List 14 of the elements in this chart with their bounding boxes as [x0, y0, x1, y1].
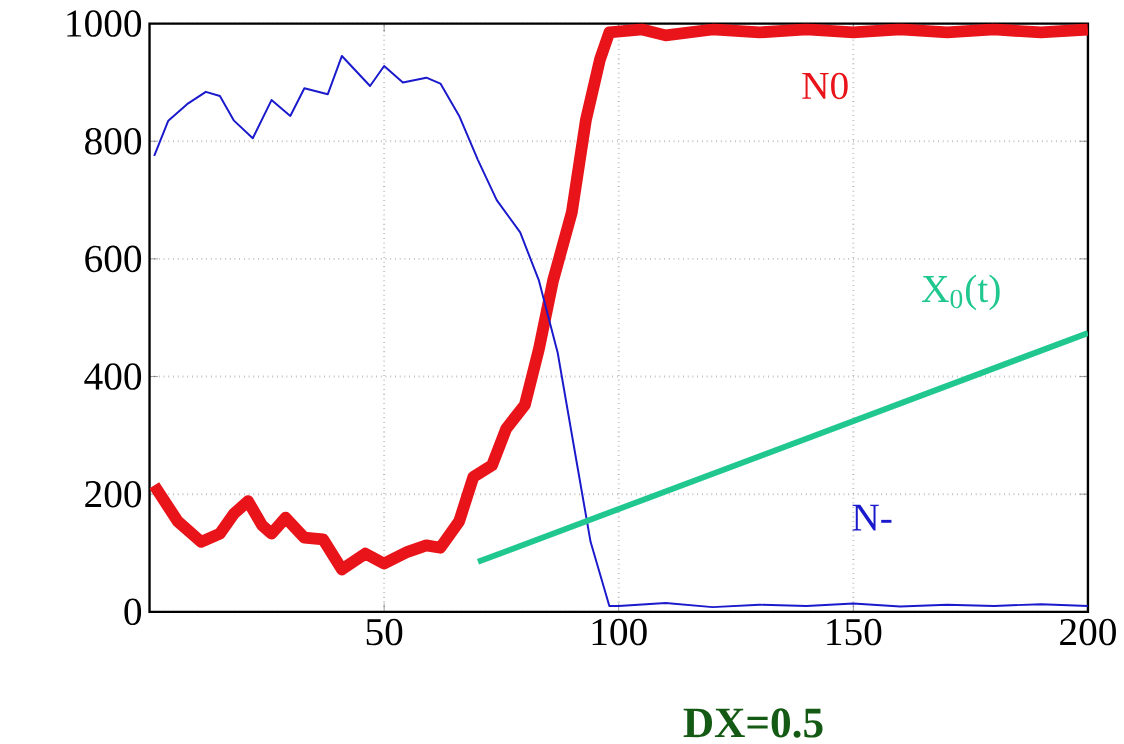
y-tick-label: 800 — [85, 127, 142, 155]
y-tick-label: 600 — [85, 245, 142, 273]
series-label: N0 — [802, 72, 848, 100]
x-tick-label: 200 — [1060, 618, 1116, 646]
text: DX=0.5 — [683, 708, 823, 738]
x-tick-label: 50 — [366, 618, 403, 646]
series-label: X$_{0}$(t) — [921, 274, 1000, 311]
y-tick-label: 400 — [84, 363, 142, 390]
y-tick-label: 0 — [124, 598, 142, 625]
x-tick-label: 100 — [592, 618, 647, 646]
y-tick-label: 200 — [85, 480, 142, 508]
x-tick-label: 150 — [827, 618, 882, 646]
series-label: N- — [852, 504, 892, 531]
y-tick-label: 1000 — [67, 10, 142, 37]
